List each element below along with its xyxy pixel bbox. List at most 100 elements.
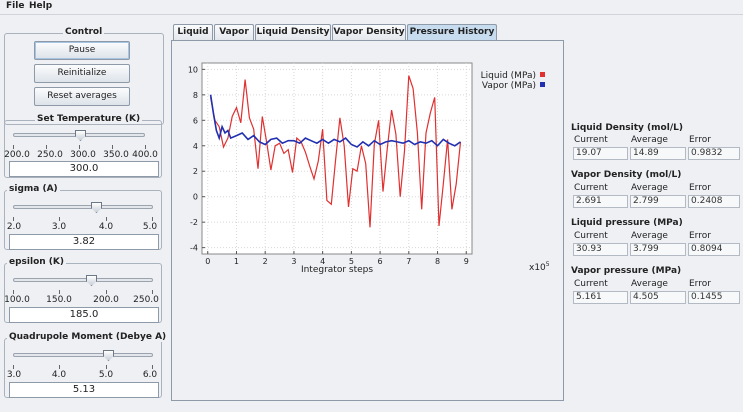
tick bbox=[13, 290, 14, 294]
tick bbox=[152, 217, 153, 221]
stat-header-current: Current bbox=[574, 279, 608, 289]
quadrupole-slider[interactable] bbox=[13, 353, 153, 357]
tab-liquid[interactable]: Liquid bbox=[173, 24, 213, 40]
stat-average: 2.799 bbox=[630, 195, 686, 208]
stat-title: Vapor pressure (MPa) bbox=[571, 266, 682, 276]
left-panel: Control Pause Reinitialize Reset average… bbox=[0, 15, 170, 412]
menu-file[interactable]: File bbox=[6, 1, 25, 11]
quadrupole-title: Quadrupole Moment (Debye A) bbox=[7, 332, 169, 342]
epsilon-title: epsilon (K) bbox=[7, 257, 66, 267]
reset-averages-button[interactable]: Reset averages bbox=[34, 87, 130, 106]
epsilon-field[interactable]: 185.0 bbox=[9, 307, 159, 323]
epsilon-slider-thumb[interactable] bbox=[86, 275, 97, 286]
x-tick-label: 9 bbox=[464, 257, 469, 266]
quadrupole-slider-thumb[interactable] bbox=[103, 350, 114, 361]
stat-title: Liquid Density (mol/L) bbox=[571, 123, 683, 133]
sigma-title: sigma (A) bbox=[7, 184, 60, 194]
stat-header-error: Error bbox=[689, 135, 711, 145]
tab-pressure-history[interactable]: Pressure History bbox=[407, 24, 497, 41]
stat-header-error: Error bbox=[689, 183, 711, 193]
x-tick-labels: 0 1 2 3 4 5 6 7 8 9 bbox=[205, 257, 469, 266]
temperature-slider-thumb[interactable] bbox=[75, 130, 86, 141]
stat-header-current: Current bbox=[574, 135, 608, 145]
temperature-group: Set Temperature (K) 200.0 250.0 300.0 35… bbox=[4, 114, 162, 178]
sigma-tick-label: 4.0 bbox=[98, 222, 114, 232]
sigma-group: sigma (A) 2.0 3.0 4.0 5.0 3.82 bbox=[4, 184, 162, 250]
tick bbox=[112, 145, 113, 149]
tick bbox=[79, 145, 80, 149]
quadrupole-tick-label: 5.0 bbox=[98, 370, 114, 380]
y-tick-label: 10 bbox=[188, 65, 198, 74]
sigma-slider[interactable] bbox=[13, 205, 153, 209]
stat-error: 0.8094 bbox=[688, 243, 740, 256]
epsilon-tick-label: 200.0 bbox=[93, 295, 119, 305]
tick bbox=[106, 217, 107, 221]
stat-average: 14.89 bbox=[630, 147, 686, 160]
y-tick-label: 6 bbox=[193, 116, 198, 125]
tab-liquid-density[interactable]: Liquid Density bbox=[255, 24, 331, 40]
epsilon-group: epsilon (K) 100.0 150.0 200.0 250.0 185.… bbox=[4, 257, 162, 323]
stat-current: 30.93 bbox=[573, 243, 628, 256]
tick bbox=[152, 290, 153, 294]
tick bbox=[46, 145, 47, 149]
epsilon-slider[interactable] bbox=[13, 278, 153, 282]
stat-header-average: Average bbox=[631, 231, 668, 241]
legend-swatch bbox=[540, 72, 545, 77]
stat-header-error: Error bbox=[689, 279, 711, 289]
x-tick-label: 2 bbox=[263, 257, 268, 266]
stat-header-current: Current bbox=[574, 183, 608, 193]
series-lines bbox=[209, 75, 462, 228]
quadrupole-tick-label: 3.0 bbox=[6, 370, 22, 380]
tick bbox=[13, 145, 14, 149]
sigma-field[interactable]: 3.82 bbox=[9, 234, 159, 250]
vapor-series-line bbox=[209, 94, 461, 148]
pause-button[interactable]: Pause bbox=[34, 41, 130, 60]
tick bbox=[59, 217, 60, 221]
sigma-slider-thumb[interactable] bbox=[91, 202, 102, 213]
temperature-field[interactable]: 300.0 bbox=[9, 161, 159, 177]
epsilon-tick-label: 100.0 bbox=[4, 295, 30, 305]
stat-average: 3.799 bbox=[630, 243, 686, 256]
sigma-tick-label: 2.0 bbox=[6, 222, 22, 232]
sigma-tick-label: 3.0 bbox=[51, 222, 67, 232]
tick bbox=[106, 290, 107, 294]
menu-bar: File Help bbox=[0, 0, 743, 15]
stat-header-average: Average bbox=[631, 135, 668, 145]
temperature-tick-label: 400.0 bbox=[132, 150, 158, 160]
quadrupole-field[interactable]: 5.13 bbox=[9, 382, 159, 398]
temperature-tick-label: 200.0 bbox=[4, 150, 30, 160]
liquid-series-line bbox=[210, 75, 462, 228]
x-multiplier: x105 bbox=[529, 261, 550, 273]
grid-lines bbox=[202, 63, 472, 254]
stat-title: Liquid pressure (MPa) bbox=[571, 218, 683, 228]
y-tick-label: 8 bbox=[193, 91, 198, 100]
y-tick-label: -2 bbox=[190, 218, 198, 227]
temperature-tick-label: 300.0 bbox=[70, 150, 96, 160]
stat-error: 0.2408 bbox=[688, 195, 740, 208]
tick bbox=[59, 290, 60, 294]
tick bbox=[59, 365, 60, 369]
stat-current: 5.161 bbox=[573, 291, 628, 304]
x-tick-label: 3 bbox=[291, 257, 296, 266]
temperature-title: Set Temperature (K) bbox=[35, 114, 143, 124]
legend: Liquid (MPa)Vapor (MPa) bbox=[481, 71, 545, 91]
tick bbox=[13, 365, 14, 369]
x-tick-label: 6 bbox=[378, 257, 383, 266]
temperature-tick-label: 250.0 bbox=[37, 150, 63, 160]
tab-vapor[interactable]: Vapor bbox=[214, 24, 254, 40]
stat-current: 2.691 bbox=[573, 195, 628, 208]
stat-header-current: Current bbox=[574, 231, 608, 241]
reinitialize-button[interactable]: Reinitialize bbox=[34, 64, 130, 83]
tab-vapor-density[interactable]: Vapor Density bbox=[332, 24, 406, 40]
control-group: Control Pause Reinitialize Reset average… bbox=[4, 27, 164, 125]
y-tick-label: 4 bbox=[193, 142, 198, 151]
x-tick-label: 0 bbox=[205, 257, 210, 266]
y-tick-label: -4 bbox=[190, 244, 198, 253]
x-tick-label: 1 bbox=[234, 257, 239, 266]
x-axis-label: Integrator steps bbox=[301, 265, 373, 275]
y-tick-labels: -4 -2 0 2 4 6 8 10 bbox=[188, 65, 198, 252]
stat-average: 4.505 bbox=[630, 291, 686, 304]
menu-help[interactable]: Help bbox=[29, 1, 53, 11]
